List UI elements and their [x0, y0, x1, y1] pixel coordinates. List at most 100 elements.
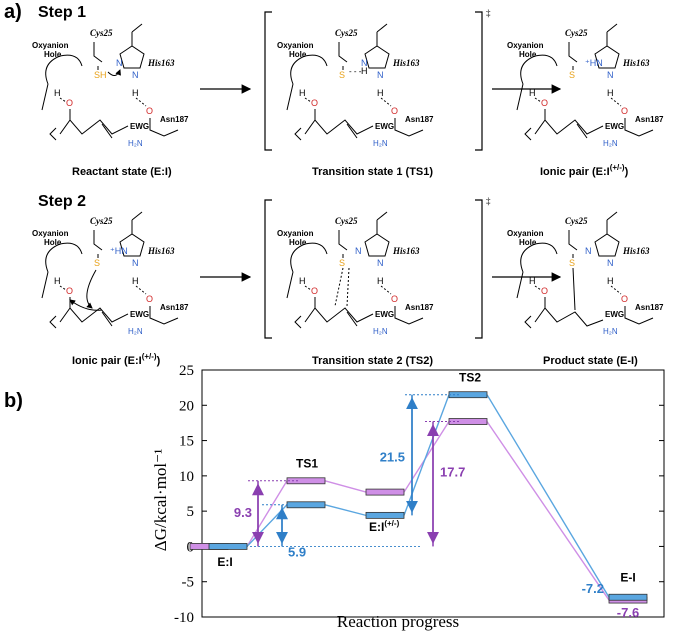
his-n2-atom: N [607, 70, 614, 80]
y-axis-label: ΔG/kcal·mol⁻¹ [151, 449, 170, 551]
reactant-state-structure: OxyanionHoleHOEWGCys25SHNNHis163HOAsn187… [32, 23, 189, 148]
connector-1-2 [403, 394, 450, 516]
asn-chain [624, 306, 654, 325]
ewg-label: EWG [130, 122, 149, 131]
his-asn-hbond [380, 97, 392, 107]
cys-chain [338, 230, 348, 251]
asn-o-atom: O [146, 106, 153, 116]
o-atom: O [66, 286, 73, 296]
oxyanion-label: Oxyanion [507, 229, 544, 238]
y-tick-label-6: 20 [179, 398, 194, 414]
sulfur-atom: SH [94, 70, 107, 80]
hole-label: Hole [289, 238, 307, 247]
asn-chain [624, 118, 654, 137]
oxyanion-hole-arc [290, 242, 328, 273]
asn-nh2: H₂N [603, 139, 618, 148]
product-structure: OxyanionHoleHOEWGCys25SNNHis163HOAsn187H… [507, 211, 664, 336]
h-atom: H [299, 88, 306, 98]
his163-label: His163 [392, 246, 420, 256]
his-asn-hbond [380, 285, 392, 295]
ts2-structure: OxyanionHoleHOEWGCys25SNNHis163HOAsn187H… [277, 211, 434, 336]
his-asn-hbond [610, 285, 622, 295]
his-chain-2 [606, 211, 618, 221]
h-bond [59, 285, 67, 291]
asn-o-atom: O [621, 106, 628, 116]
o-atom: O [66, 98, 73, 108]
h-atom: H [529, 88, 536, 98]
oxyanion-bond [41, 83, 49, 111]
y-tick-label-1: -5 [182, 575, 195, 591]
h-bond [59, 97, 67, 103]
ts2-forming-bond-2 [346, 267, 350, 307]
sulfur-atom: S [94, 258, 100, 268]
asn-o-atom: O [146, 294, 153, 304]
double-bond [346, 123, 358, 139]
level-ei-blue [208, 543, 248, 550]
his163-label: His163 [147, 58, 175, 68]
substrate-chain [534, 119, 604, 135]
cys-chain [93, 230, 103, 251]
his-h: H [607, 276, 614, 286]
ewg-label: EWG [130, 310, 149, 319]
ewg-label: EWG [605, 310, 624, 319]
asn-chain [149, 118, 179, 137]
his-asn-hbond [135, 285, 147, 295]
cys25-label: Cys25 [565, 28, 588, 38]
his-n2-atom: N [132, 258, 139, 268]
ts1-dagger: ‡ [486, 8, 491, 18]
h-atom: H [54, 88, 61, 98]
his-asn-hbond [135, 97, 147, 107]
ts1-structure: OxyanionHoleHOEWGCys25SNNHis163HOAsn187H… [277, 23, 434, 148]
his-h: H [132, 88, 139, 98]
oxyanion-label: Oxyanion [507, 41, 544, 50]
squiggle [524, 127, 532, 141]
sulfur-atom: S [339, 70, 345, 80]
hole-label: Hole [44, 50, 62, 59]
level-E-I-blue [608, 593, 648, 601]
squiggle [294, 127, 302, 141]
cys-chain [568, 42, 578, 63]
caption-ionic-2: Ionic pair (E:I(+/-)) [72, 352, 161, 367]
oxyanion-bond [286, 271, 294, 299]
annot-prod-purple: -7.6 [617, 605, 639, 620]
asn187-label: Asn187 [635, 115, 664, 124]
plot-frame [201, 369, 665, 618]
h-atom: H [529, 276, 536, 286]
annot-ts1-purple: 9.3 [234, 505, 252, 520]
ts1-bracket [264, 11, 483, 151]
cys25-label: Cys25 [90, 28, 113, 38]
imidazole-ring [594, 233, 620, 257]
caption-ionic-1: Ionic pair (E:I(+/-)) [540, 163, 629, 178]
sulfur-atom: S [569, 258, 575, 268]
oxyanion-hole-arc [45, 54, 83, 85]
hole-label: Hole [44, 238, 62, 247]
asn-o-atom: O [391, 294, 398, 304]
h-bond [534, 285, 542, 291]
squiggle [49, 315, 57, 329]
connector-1-0 [246, 504, 288, 547]
imidazole-ring [364, 233, 390, 257]
hole-label: Hole [519, 50, 537, 59]
annot-ts2-purple: 17.7 [440, 465, 465, 480]
ts1-dots: - - - [349, 67, 362, 76]
y-tick-label-5: 15 [179, 434, 194, 450]
substrate-chain [59, 119, 129, 135]
state-label-ts1: TS1 [296, 456, 318, 470]
oxyanion-bond [516, 271, 524, 299]
y-tick-label-0: -10 [174, 610, 194, 626]
his-n-atom: N [585, 246, 592, 256]
cys25-label: Cys25 [90, 216, 113, 226]
his-chain-2 [131, 211, 143, 221]
o-atom: O [541, 286, 548, 296]
x-axis-label: Reaction progress [337, 612, 459, 631]
state-label-ei: E:I [217, 555, 232, 569]
oxyanion-bond [286, 83, 294, 111]
level-E:I(+/-)-blue [365, 511, 405, 519]
state-label-ts2: TS2 [459, 370, 481, 384]
caption-ts1: Transition state 1 (TS1) [312, 166, 433, 178]
oxyanion-bond [41, 271, 49, 299]
his-chain-2 [376, 23, 388, 33]
asn-o-atom: O [391, 106, 398, 116]
oxyanion-label: Oxyanion [32, 41, 69, 50]
asn-nh2: H₂N [373, 139, 388, 148]
